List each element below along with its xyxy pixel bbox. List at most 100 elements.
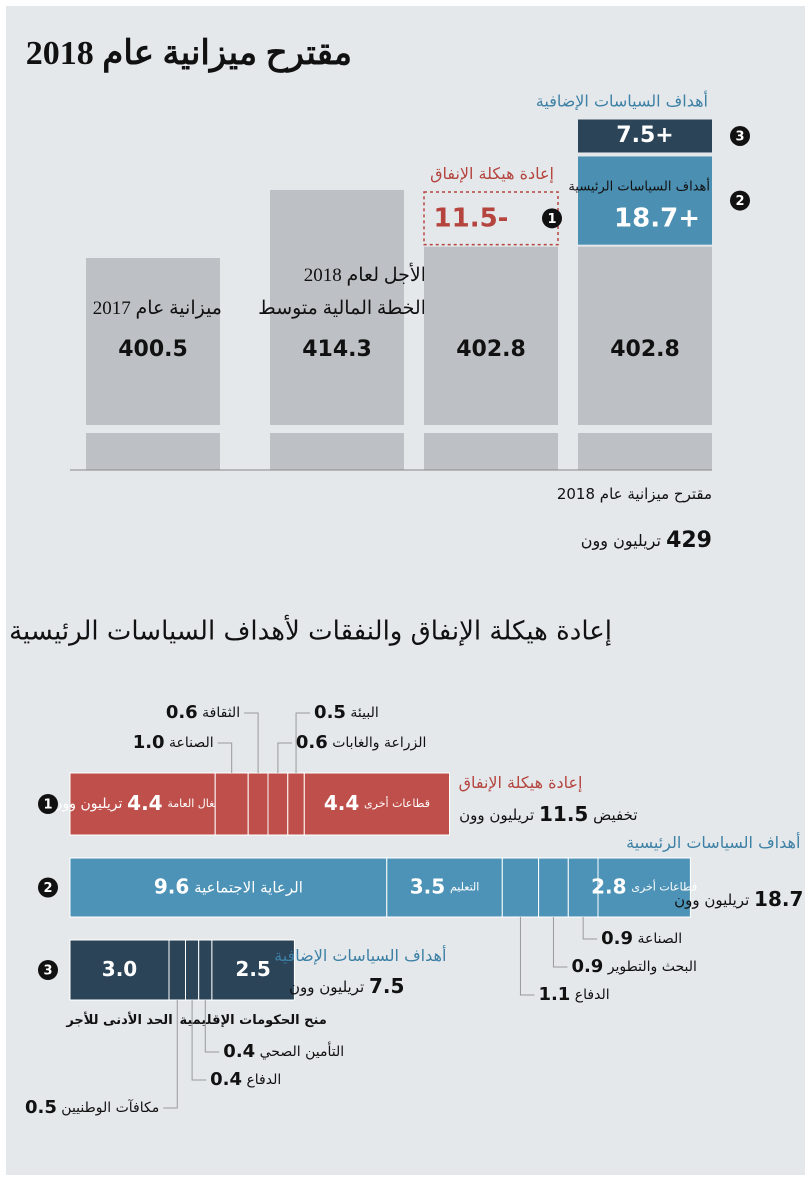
change-value: +18.7 [614,203,700,233]
segment-unit: تريليون وون [52,796,122,812]
marker-circle [542,208,562,229]
total-label: مقترح ميزانية عام 2018 [557,485,712,503]
row-unit: تريليون وون [674,891,749,909]
callout-line [244,712,259,773]
callout-value: 0.5 [25,1097,57,1118]
label: الصناعة 1.0 [133,732,214,753]
section-title: إعادة هيكلة الإنفاق والنفقات لأهداف السي… [9,614,612,647]
segment-value: 9.6 [154,874,189,898]
callout-value: 1.0 [133,732,165,753]
callout-value: 0.9 [571,956,603,977]
marker-number: 3 [43,964,52,979]
label: 18.7 تريليون وون [674,887,803,911]
label: الحد الأدنى للأجر [65,1011,172,1028]
total-value: 429 [666,528,712,553]
change-name: أهداف السياسات الإضافية [536,90,708,110]
callout-value: 0.5 [314,702,346,723]
label: إعادة هيكلة الإنفاق [459,773,583,792]
callout-name: الصناعة [169,735,214,751]
segment [69,939,170,1001]
label: +7.5 [616,123,673,148]
segment-name: قطاعات أخرى [631,880,697,894]
label: البحث والتطوير 0.9 [571,956,696,977]
column [270,189,404,425]
callout-name: الدفاع [575,987,610,1003]
segment [567,857,599,918]
row-total: 7.5 [369,974,404,998]
marker-number: 2 [735,194,744,209]
label: 2.5 [235,957,270,981]
label: 402.8 [610,337,680,362]
label: -11.5 [434,203,509,233]
label: الدفاع 0.4 [210,1069,281,1090]
total-unit: تريليون وون [581,531,661,551]
segment [185,939,200,1001]
change-box [423,191,559,246]
label: قطاعات أخرى 4.4 [324,791,430,815]
marker-number: 3 [735,129,744,144]
segment-value: 2.5 [235,957,270,981]
callout-line [277,742,292,773]
segment-value: 3.0 [102,957,137,981]
column-label: ميزانية عام 2017 [93,298,222,319]
callout-name: التأمين الصحي [260,1041,344,1060]
callout-value: 0.6 [296,732,328,753]
label: البيئة 0.5 [314,702,379,723]
callout-name: الدفاع [246,1072,281,1088]
change-box [578,156,712,245]
callout-name: الزراعة والغابات [332,735,426,751]
segment [501,857,540,918]
column [578,246,712,425]
callout-line [295,712,311,773]
label: مقترح ميزانية عام 2018 [557,485,712,503]
label: تخفيض 11.5 تريليون وون [459,802,637,826]
segment [214,772,249,836]
label: الثقافة 0.6 [166,702,240,723]
label: 414.3 [302,337,372,362]
label: التأمين الصحي 0.4 [223,1041,344,1062]
segment-name: الحد الأدنى للأجر [65,1011,172,1028]
callout-value: 0.6 [166,702,198,723]
segment-name: الرعاية الاجتماعية [194,878,303,896]
column-label: الخطة المالية متوسط [258,298,426,319]
callout-line [552,917,568,968]
label: أهداف السياسات الإضافية [274,945,446,965]
chart-title: مقترح ميزانية عام 2018 [26,35,352,73]
marker-number: 1 [43,798,52,813]
segment-name: قطاعات أخرى [364,796,430,810]
label: أهداف السياسات الرئيسية [626,832,800,853]
column-label: الأجل لعام 2018 [304,262,426,286]
label: 3.0 [102,957,137,981]
change-value: -11.5 [434,203,509,233]
label: 7.5 تريليون وون [289,974,404,998]
row-name: أهداف السياسات الإضافية [274,945,446,965]
marker-circle [38,960,58,980]
column-value: 414.3 [302,337,372,362]
callout-line [204,1000,220,1053]
callout-line [217,742,233,773]
change-box [578,119,712,153]
segment [211,939,295,1001]
marker-circle [730,190,750,211]
segment [168,939,186,1001]
callout-name: الصناعة [637,931,682,947]
label: الأجل لعام 2018 [304,262,426,286]
label: 400.5 [118,337,188,362]
marker-number: 2 [43,881,52,896]
label: منح الحكومات الإقليمية [179,1013,326,1028]
column-base [424,433,558,470]
callout-value: 0.4 [223,1041,255,1062]
row-unit: تريليون وون [289,978,364,996]
label: الخطة المالية متوسط [258,298,426,319]
change-name: أهداف السياسات الرئيسية [568,177,710,194]
label: أهداف السياسات الرئيسية [568,177,710,194]
callout-name: مكافآت الوطنيين [61,1099,159,1116]
segment [198,939,213,1001]
row-total: 11.5 [539,802,588,826]
marker-circle [38,877,58,898]
segment-value: 3.5 [410,874,445,898]
row-unit: تريليون وون [459,806,534,824]
row-total: 18.7 [754,887,803,911]
row-name: إعادة هيكلة الإنفاق [459,773,583,792]
callout-line [582,917,598,940]
